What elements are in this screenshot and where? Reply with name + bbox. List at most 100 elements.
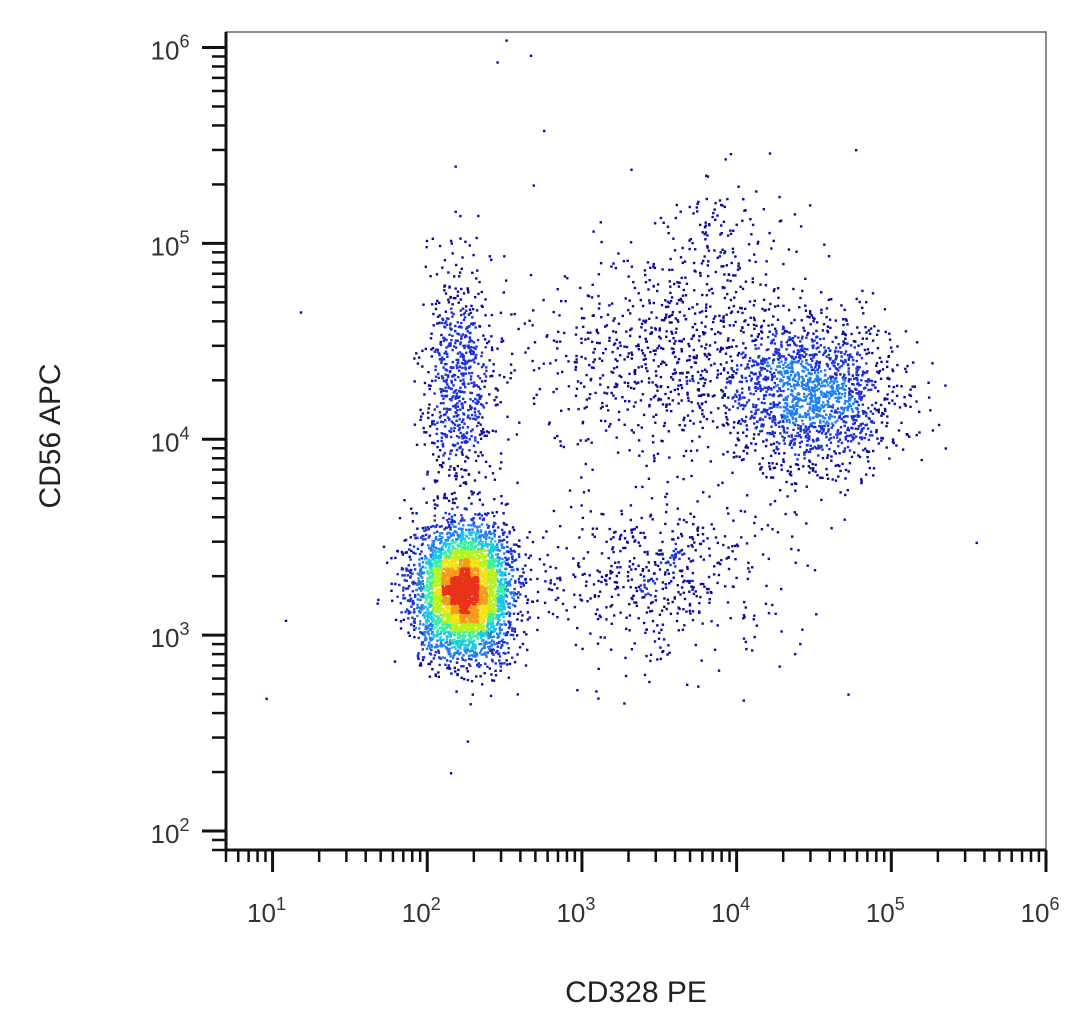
- event-dot: [509, 578, 513, 581]
- event-dot: [494, 430, 497, 433]
- event-dot: [432, 632, 435, 636]
- event-dot: [793, 405, 796, 409]
- event-dot: [803, 347, 806, 351]
- event-dot: [603, 636, 606, 639]
- event-dot: [806, 368, 809, 371]
- event-dot: [827, 422, 830, 425]
- event-dot: [462, 381, 466, 384]
- event-dot: [832, 359, 835, 363]
- event-dot: [434, 365, 437, 368]
- event-dot: [441, 266, 444, 269]
- event-dot: [856, 392, 860, 395]
- event-dot: [491, 639, 494, 642]
- event-dot: [496, 621, 500, 624]
- event-dot: [459, 647, 462, 650]
- event-dot: [774, 423, 777, 427]
- event-dot: [580, 599, 584, 602]
- event-dot: [787, 353, 790, 356]
- event-dot: [554, 566, 558, 570]
- event-dot: [783, 442, 786, 445]
- event-dot: [393, 660, 397, 663]
- event-dot: [672, 351, 675, 354]
- event-dot: [913, 385, 917, 388]
- event-dot: [494, 674, 498, 677]
- event-dot: [873, 407, 877, 410]
- event-dot: [474, 436, 477, 439]
- event-dot: [771, 432, 774, 436]
- event-dot: [424, 614, 428, 618]
- event-dot: [729, 298, 733, 302]
- event-dot: [467, 313, 471, 316]
- event-dot: [805, 374, 808, 378]
- event-dot: [840, 441, 844, 445]
- event-dot: [759, 326, 763, 329]
- event-dot: [684, 294, 688, 297]
- event-dot: [678, 379, 681, 382]
- event-dot: [770, 410, 773, 414]
- event-dot: [819, 476, 822, 479]
- event-dot: [810, 424, 813, 427]
- event-dot: [661, 587, 664, 591]
- event-dot: [538, 387, 542, 391]
- event-dot: [597, 294, 600, 298]
- event-dot: [825, 307, 829, 310]
- event-dot: [792, 422, 796, 425]
- event-dot: [440, 356, 444, 359]
- event-dot: [461, 658, 464, 661]
- event-dot: [440, 432, 443, 435]
- event-dot: [760, 331, 764, 334]
- event-dot: [441, 321, 444, 325]
- event-dot: [645, 611, 649, 614]
- event-dot: [839, 373, 842, 376]
- event-dot: [845, 342, 848, 345]
- event-dot: [450, 435, 453, 439]
- event-dot: [612, 262, 615, 265]
- event-dot: [637, 344, 640, 348]
- event-dot: [810, 365, 813, 369]
- event-dot: [476, 402, 479, 405]
- event-dot: [817, 445, 821, 448]
- event-dot: [496, 546, 499, 549]
- event-dot: [725, 415, 728, 419]
- event-dot: [454, 397, 457, 400]
- event-dot: [499, 467, 502, 470]
- event-dot: [452, 534, 455, 537]
- event-dot: [458, 333, 461, 336]
- event-dot: [918, 410, 921, 413]
- event-dot: [553, 436, 556, 440]
- event-dot: [454, 525, 457, 529]
- event-dot: [474, 659, 478, 662]
- event-dot: [518, 580, 521, 584]
- event-dot: [483, 651, 487, 654]
- event-dot: [483, 338, 487, 341]
- event-dot: [585, 405, 588, 409]
- event-dot: [736, 268, 740, 271]
- event-dot: [763, 394, 766, 398]
- event-dot: [904, 404, 907, 407]
- event-dot: [747, 323, 750, 326]
- event-dot: [816, 368, 819, 371]
- event-dot: [430, 303, 434, 306]
- event-dot: [657, 399, 660, 402]
- event-dot: [665, 492, 669, 495]
- event-dot: [822, 323, 826, 326]
- event-dot: [766, 412, 769, 416]
- event-dot: [450, 672, 453, 675]
- event-dot: [492, 635, 496, 638]
- event-dot: [746, 446, 749, 449]
- event-dot: [843, 395, 847, 398]
- event-dot: [465, 309, 468, 312]
- event-dot: [830, 379, 833, 383]
- event-dot: [711, 395, 715, 398]
- event-dot: [705, 294, 709, 297]
- event-dot: [434, 674, 437, 678]
- event-dot: [489, 641, 492, 644]
- event-dot: [417, 610, 421, 613]
- event-dot: [433, 507, 437, 510]
- event-dot: [436, 635, 439, 638]
- event-dot: [696, 210, 699, 213]
- event-dot: [769, 417, 772, 420]
- event-dot: [728, 375, 731, 379]
- event-dot: [785, 431, 789, 434]
- event-dot: [702, 259, 705, 263]
